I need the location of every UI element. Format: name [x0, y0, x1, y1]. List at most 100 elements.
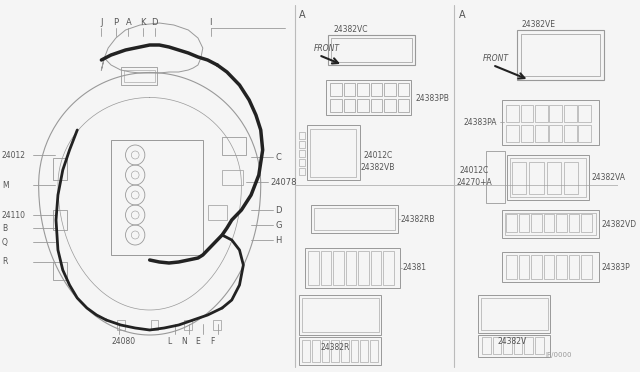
Bar — [482, 337, 491, 354]
Bar — [569, 255, 579, 279]
Bar — [579, 105, 591, 122]
Bar — [330, 83, 342, 96]
Bar — [520, 34, 600, 76]
Bar — [213, 320, 221, 330]
Bar — [328, 35, 415, 65]
Text: 24381: 24381 — [403, 263, 427, 273]
Text: M: M — [2, 180, 8, 189]
Bar — [581, 214, 592, 232]
Bar — [518, 255, 529, 279]
Text: N: N — [182, 337, 188, 346]
Bar — [53, 158, 67, 180]
Bar — [300, 295, 381, 335]
Bar — [518, 214, 529, 232]
Bar — [531, 255, 541, 279]
Bar — [344, 99, 355, 112]
Text: P: P — [113, 17, 118, 26]
Bar — [564, 162, 579, 194]
Text: 24383P: 24383P — [602, 263, 630, 272]
Text: 24382VD: 24382VD — [602, 219, 637, 228]
Bar — [53, 262, 67, 280]
Bar — [510, 158, 586, 197]
Text: JP/0000: JP/0000 — [546, 352, 572, 358]
Text: 24078: 24078 — [270, 177, 297, 186]
Bar — [550, 105, 562, 122]
Text: D: D — [151, 17, 158, 26]
Bar — [579, 125, 591, 142]
Bar — [478, 335, 550, 357]
Text: E: E — [195, 337, 200, 346]
Bar — [486, 151, 505, 203]
Bar — [312, 340, 319, 362]
Bar — [344, 83, 355, 96]
Bar — [121, 67, 157, 85]
Text: FRONT: FRONT — [314, 44, 340, 52]
Bar — [124, 70, 154, 82]
Bar — [371, 251, 381, 285]
Bar — [308, 251, 319, 285]
Text: G: G — [275, 221, 282, 230]
Text: D: D — [275, 205, 282, 215]
Text: 24382VE: 24382VE — [522, 19, 556, 29]
Text: 24383PB: 24383PB — [415, 93, 449, 103]
Bar — [493, 337, 501, 354]
Bar — [478, 295, 550, 333]
Text: B: B — [2, 224, 7, 232]
Bar — [506, 214, 516, 232]
Bar — [529, 162, 544, 194]
Bar — [503, 337, 512, 354]
Text: 24080: 24080 — [111, 337, 135, 346]
Bar — [300, 132, 305, 139]
Bar — [564, 105, 577, 122]
Bar — [398, 99, 410, 112]
Bar — [300, 159, 305, 166]
Bar — [341, 340, 349, 362]
Bar — [332, 38, 412, 62]
Bar — [506, 125, 518, 142]
Bar — [535, 105, 548, 122]
Bar — [531, 214, 541, 232]
Text: 24382RB: 24382RB — [401, 215, 435, 224]
Bar — [371, 83, 383, 96]
Bar — [111, 140, 203, 255]
Bar — [502, 210, 599, 238]
Bar — [321, 251, 332, 285]
Bar — [300, 150, 305, 157]
Bar — [358, 251, 369, 285]
Bar — [556, 255, 567, 279]
Bar — [502, 100, 599, 145]
Text: C: C — [275, 153, 281, 161]
Bar — [332, 340, 339, 362]
Bar — [310, 129, 356, 177]
Bar — [398, 83, 410, 96]
Bar — [207, 205, 227, 220]
Bar — [564, 125, 577, 142]
Bar — [330, 99, 342, 112]
Bar — [550, 125, 562, 142]
Bar — [544, 214, 554, 232]
Text: 24382R: 24382R — [321, 343, 350, 352]
Bar — [371, 99, 383, 112]
Bar — [300, 168, 305, 175]
Bar — [300, 337, 381, 365]
Bar — [305, 248, 400, 288]
Bar — [514, 337, 522, 354]
Bar — [53, 210, 67, 230]
Text: F: F — [211, 337, 215, 346]
Bar — [222, 137, 246, 155]
Bar — [556, 214, 567, 232]
Bar — [222, 170, 243, 185]
Text: L: L — [167, 337, 172, 346]
Bar — [581, 255, 592, 279]
Bar — [346, 251, 356, 285]
Bar — [520, 125, 533, 142]
Bar — [300, 141, 305, 148]
Bar — [547, 162, 561, 194]
Text: R: R — [2, 257, 7, 266]
Bar — [502, 252, 599, 282]
Bar — [569, 214, 579, 232]
Text: Q: Q — [2, 237, 8, 247]
Bar — [117, 320, 125, 330]
Bar — [302, 298, 378, 332]
Text: K: K — [140, 17, 146, 26]
